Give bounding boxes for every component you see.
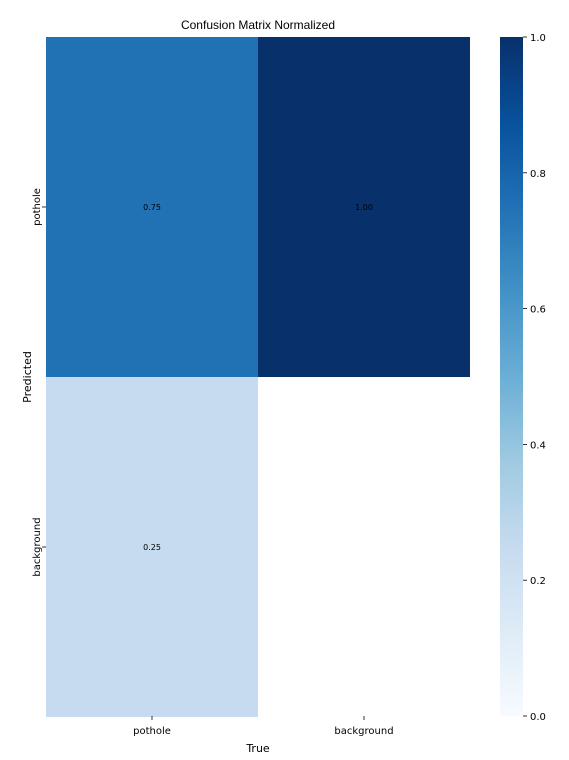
- y-tick-label: background: [32, 517, 43, 576]
- colorbar-tick-label: 0.2: [530, 576, 546, 587]
- x-tick-label: pothole: [133, 726, 171, 737]
- colorbar: [500, 37, 523, 716]
- y-tick-label: pothole: [32, 188, 43, 226]
- colorbar-tick-label: 0.4: [530, 440, 546, 451]
- heatmap-cell: [258, 37, 470, 377]
- colorbar-tick-label: 1.0: [530, 33, 546, 44]
- cell-value-label: 0.25: [143, 543, 161, 552]
- colorbar-tick-label: 0.8: [530, 169, 546, 180]
- x-tick-label: background: [334, 726, 393, 737]
- y-axis-label: Predicted: [21, 351, 34, 403]
- colorbar-tick-label: 0.0: [530, 712, 546, 723]
- cell-value-label: 1.00: [355, 203, 373, 212]
- heatmap-cell-labels: 0.75 1.00 0.25: [143, 203, 373, 552]
- cell-value-label: 0.75: [143, 203, 161, 212]
- heatmap-cell: [46, 37, 258, 377]
- x-axis-label: True: [245, 742, 270, 755]
- y-axis: pothole background: [32, 188, 46, 577]
- heatmap-cell: [46, 377, 258, 717]
- colorbar-ticks: 0.0 0.2 0.4 0.6 0.8 1.0: [523, 33, 546, 723]
- chart-title: Confusion Matrix Normalized: [181, 18, 335, 32]
- colorbar-tick-label: 0.6: [530, 305, 546, 316]
- x-axis: pothole background: [133, 716, 394, 737]
- heatmap-cells: [46, 37, 470, 717]
